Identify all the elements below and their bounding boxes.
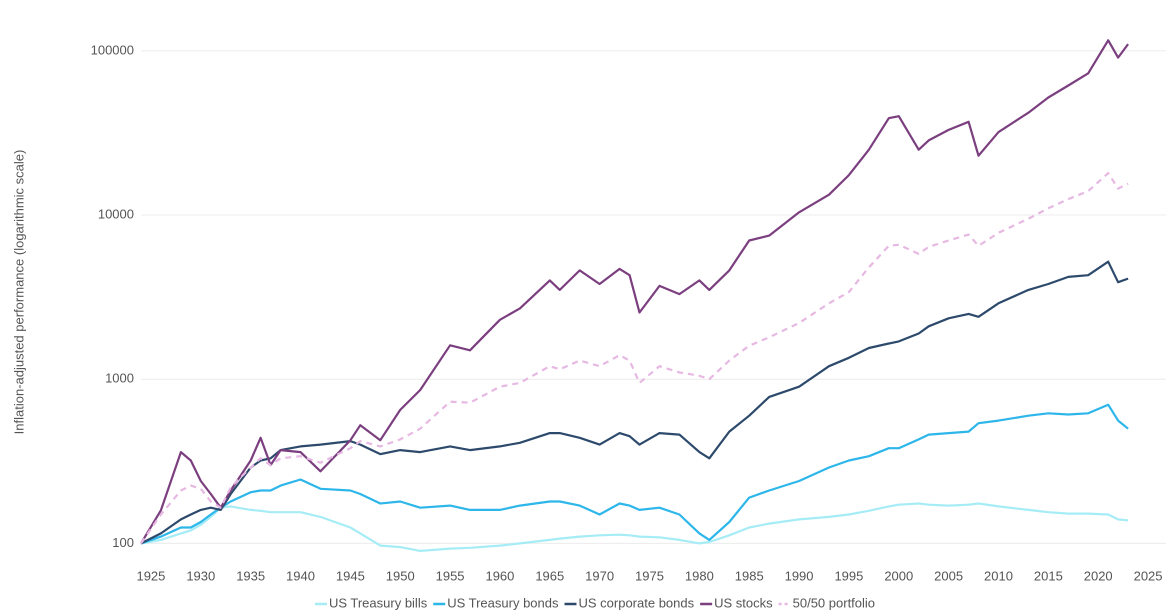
x-tick-label: 2005 (934, 568, 963, 583)
x-tick-label: 1955 (436, 568, 465, 583)
legend-label: US corporate bonds (578, 595, 694, 610)
x-tick-label: 1985 (735, 568, 764, 583)
y-tick-label: 100000 (91, 42, 134, 57)
x-tick-label: 2025 (1134, 568, 1163, 583)
x-tick-label: 1995 (834, 568, 863, 583)
legend: US Treasury bills US Treasury bonds US cor… (314, 595, 875, 610)
legend-label: US Treasury bills (329, 595, 428, 610)
series-line (140, 39, 1129, 544)
x-tick-label: 1980 (685, 568, 714, 583)
x-tick-label: 1990 (785, 568, 814, 583)
x-tick-label: 1960 (485, 568, 514, 583)
x-tick-label: 1950 (386, 568, 415, 583)
x-tick-label: 1935 (236, 568, 265, 583)
y-tick-label: 10000 (98, 206, 134, 221)
x-tick-label: 2020 (1084, 568, 1113, 583)
y-tick-label: 1000 (105, 371, 134, 386)
x-tick-label: 2010 (984, 568, 1013, 583)
legend-label: 50/50 portfolio (793, 595, 875, 610)
x-tick-label: 1945 (336, 568, 365, 583)
y-axis-label: Inflation-adjusted performance (logarith… (11, 150, 26, 435)
x-tick-label: 1930 (186, 568, 215, 583)
x-tick-label: 1940 (286, 568, 315, 583)
x-tick-label: 1925 (136, 568, 165, 583)
series-line (140, 502, 1129, 552)
legend-label: US stocks (714, 595, 773, 610)
x-tick-label: 2000 (884, 568, 913, 583)
x-tick-label: 2015 (1034, 568, 1063, 583)
legend-label: US Treasury bonds (447, 595, 559, 610)
series-line (140, 403, 1129, 545)
y-tick-label: 100 (112, 535, 134, 550)
series-line (140, 260, 1129, 545)
x-tick-label: 1965 (535, 568, 564, 583)
series-line (140, 172, 1129, 545)
x-tick-label: 1970 (585, 568, 614, 583)
x-tick-label: 1975 (635, 568, 664, 583)
